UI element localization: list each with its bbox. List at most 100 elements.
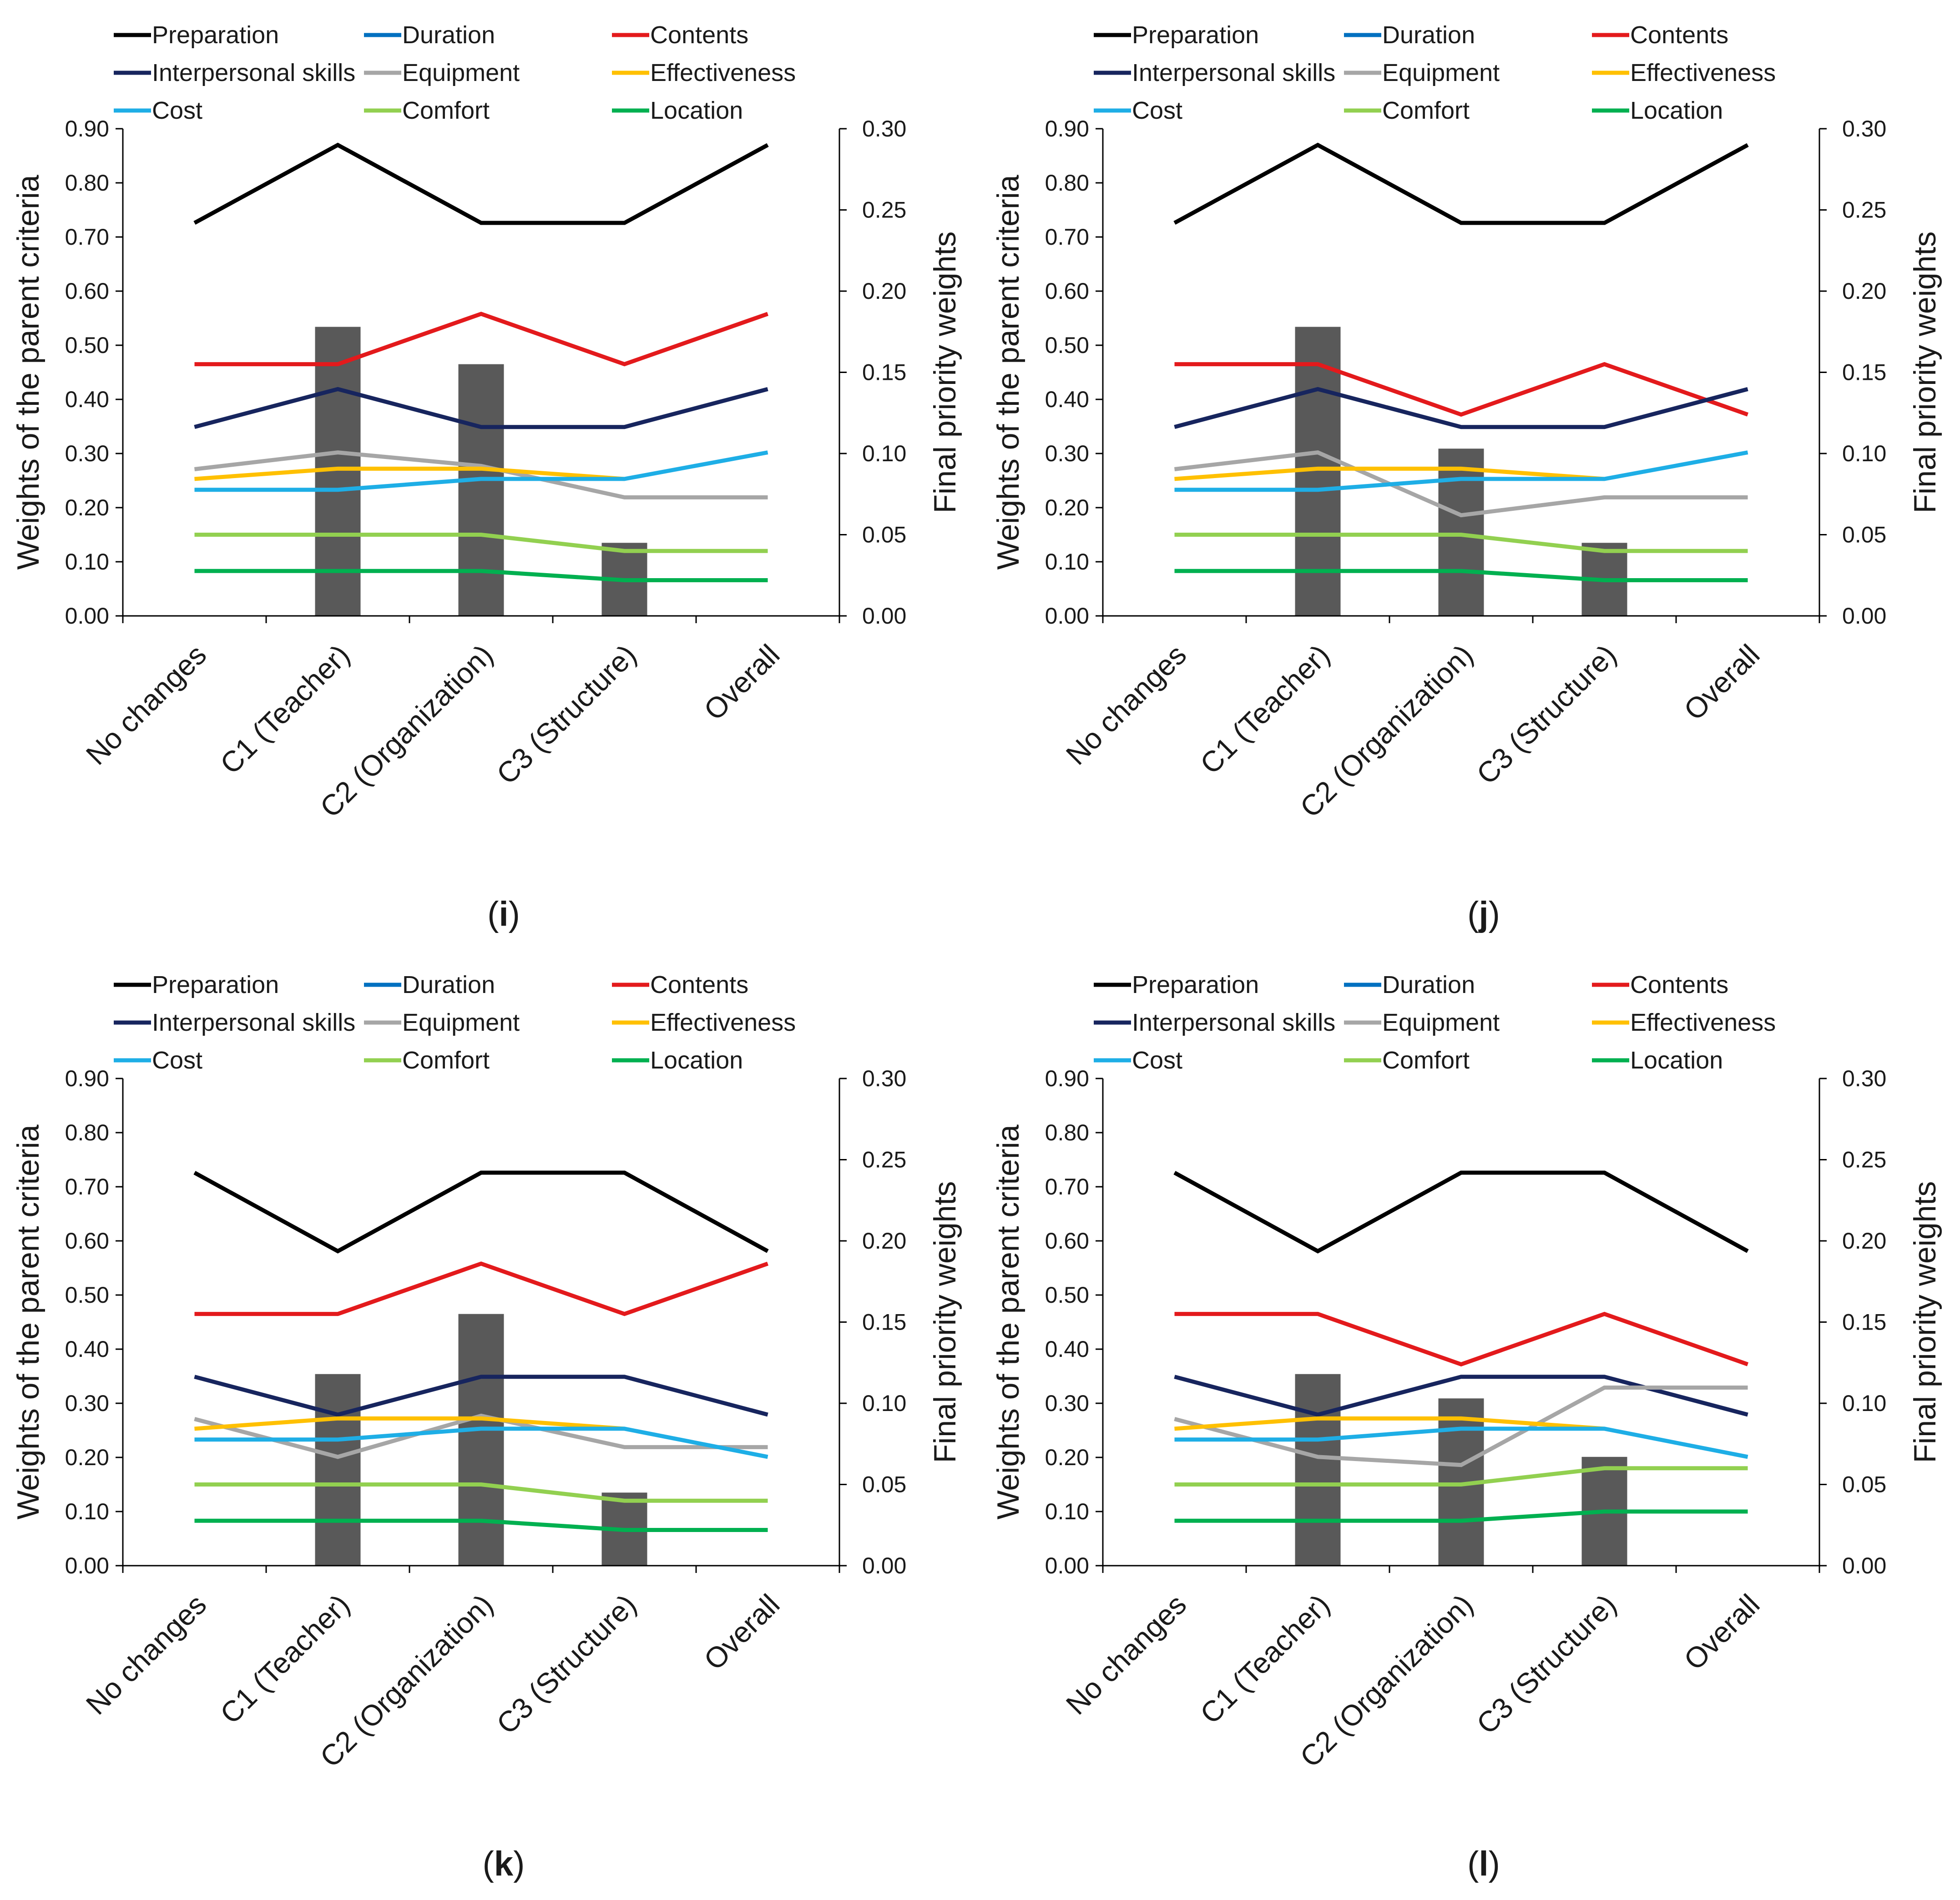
legend-label: Duration [1382,21,1475,49]
y2-tick-label: 0.15 [862,360,906,385]
y2-tick-label: 0.05 [1842,1472,1886,1497]
series-line-cost [1174,1426,1748,1459]
chart-panel-k: 0.00 0.10 0.20 0.30 0.40 0.50 0.60 0.70 0.80 0.90… [0,950,980,1900]
y-axis-title: Weights of the parent criteria [11,175,45,569]
y2-tick-label: 0.20 [1842,278,1886,304]
legend-label: Comfort [1382,97,1470,124]
y-tick-label: 0.70 [1045,224,1089,250]
y2-tick-label: 0.30 [862,116,906,141]
series-line-location [194,569,768,582]
series-location [1174,569,1748,582]
series-contents [194,1261,768,1316]
y-tick-label: 0.00 [65,1553,109,1578]
legend-label: Interpersonal skills [152,1009,355,1036]
series-line-equipment [194,1413,768,1459]
y2-tick-label: 0.20 [1842,1228,1886,1254]
bar-c1-teacher [1295,1374,1341,1566]
series-line-contents [1174,1311,1748,1367]
series-line-contents [194,312,768,367]
y2-tick-label: 0.25 [862,1147,906,1173]
legend-label: Interpersonal skills [152,59,355,86]
y-tick-label: 0.10 [65,549,109,575]
y-tick-label: 0.60 [65,1228,109,1254]
series-effectiveness [194,466,625,481]
y2-axis-title: Final priority weights [1908,232,1942,514]
x-category-label: Overall [697,638,786,726]
x-category-label: C1 (Teacher) [1194,1588,1336,1730]
y-tick-label: 0.40 [1045,387,1089,412]
legend-label: Location [1630,1047,1723,1074]
y-tick-label: 0.90 [65,116,109,141]
y-tick-label: 0.00 [1045,1553,1089,1578]
y-tick-label: 0.60 [1045,1228,1089,1254]
legend-label: Equipment [402,1009,520,1036]
y-tick-label: 0.80 [65,170,109,196]
y2-tick-label: 0.10 [862,1391,906,1416]
series-line-location [1174,1509,1748,1523]
legend-label: Duration [402,971,495,998]
legend-label: Equipment [402,59,520,86]
series-effectiveness [194,1416,625,1431]
legend-label: Contents [1630,21,1728,49]
legend-label: Location [650,1047,743,1074]
series-cost [194,450,768,492]
series-line-location [194,1518,768,1532]
caption-open-paren: ( [483,1845,494,1883]
legend-label: Preparation [152,971,279,998]
series-line-equipment [1174,1385,1748,1467]
series-contents [1174,1311,1748,1367]
legend: Preparation Duration Contents Interpersonal… [1094,21,1776,124]
caption-close-paren: ) [1489,895,1500,933]
y-tick-label: 0.10 [1045,1499,1089,1524]
legend-label: Effectiveness [650,1009,796,1036]
caption-open-paren: ( [487,895,499,933]
y2-tick-label: 0.20 [862,278,906,304]
x-category-label: No changes [1060,638,1192,771]
y-tick-label: 0.50 [1045,333,1089,358]
y-tick-label: 0.20 [65,495,109,520]
y-tick-label: 0.30 [1045,441,1089,466]
y2-tick-label: 0.05 [862,1472,906,1497]
legend-label: Interpersonal skills [1132,59,1335,86]
series-preparation [193,142,769,225]
series-line-preparation [193,142,769,225]
series-equipment [1174,1385,1748,1467]
y2-tick-label: 0.30 [1842,1066,1886,1091]
y2-tick-label: 0.30 [1842,116,1886,141]
series-line-preparation [193,1170,769,1254]
bar-c2-organization [458,364,504,616]
series-line-effectiveness [1174,1416,1605,1431]
series-line-preparation [1173,1170,1749,1254]
series-effectiveness [1174,1416,1605,1431]
y2-tick-label: 0.10 [862,441,906,466]
chart-panel-l: 0.00 0.10 0.20 0.30 0.40 0.50 0.60 0.70 0.80 0.90… [980,950,1960,1900]
series-line-effectiveness [194,466,625,481]
y-tick-label: 0.30 [65,1391,109,1416]
chart-svg: 0.00 0.10 0.20 0.30 0.40 0.50 0.60 0.70 0.80 0.90… [11,21,962,933]
series-line-equipment [194,450,768,499]
caption-close-paren: ) [509,895,520,933]
caption-letter: l [1479,1845,1488,1883]
series-comfort [194,533,768,553]
legend: Preparation Duration Contents Interpersonal… [114,971,796,1074]
y-tick-label: 0.00 [1045,603,1089,629]
y-tick-label: 0.20 [1045,495,1089,520]
bar-c1-teacher [315,1374,361,1566]
chart-panel-j: 0.00 0.10 0.20 0.30 0.40 0.50 0.60 0.70 0.80 0.90… [980,0,1960,950]
y2-tick-label: 0.15 [1842,1310,1886,1335]
series-contents [194,312,768,367]
y2-tick-label: 0.05 [1842,522,1886,548]
series-cost [1174,450,1748,492]
series-contents [1174,362,1748,417]
y-tick-label: 0.40 [1045,1336,1089,1362]
y-tick-label: 0.90 [1045,1066,1089,1091]
caption-close-paren: ) [513,1845,525,1883]
legend-label: Contents [650,971,748,998]
x-category-label: No changes [80,638,212,771]
y2-tick-label: 0.00 [862,603,906,629]
y2-tick-label: 0.20 [862,1228,906,1254]
chart-svg: 0.00 0.10 0.20 0.30 0.40 0.50 0.60 0.70 0.80 0.90… [991,21,1942,933]
y2-tick-label: 0.00 [862,1553,906,1578]
series-equipment [194,450,768,499]
